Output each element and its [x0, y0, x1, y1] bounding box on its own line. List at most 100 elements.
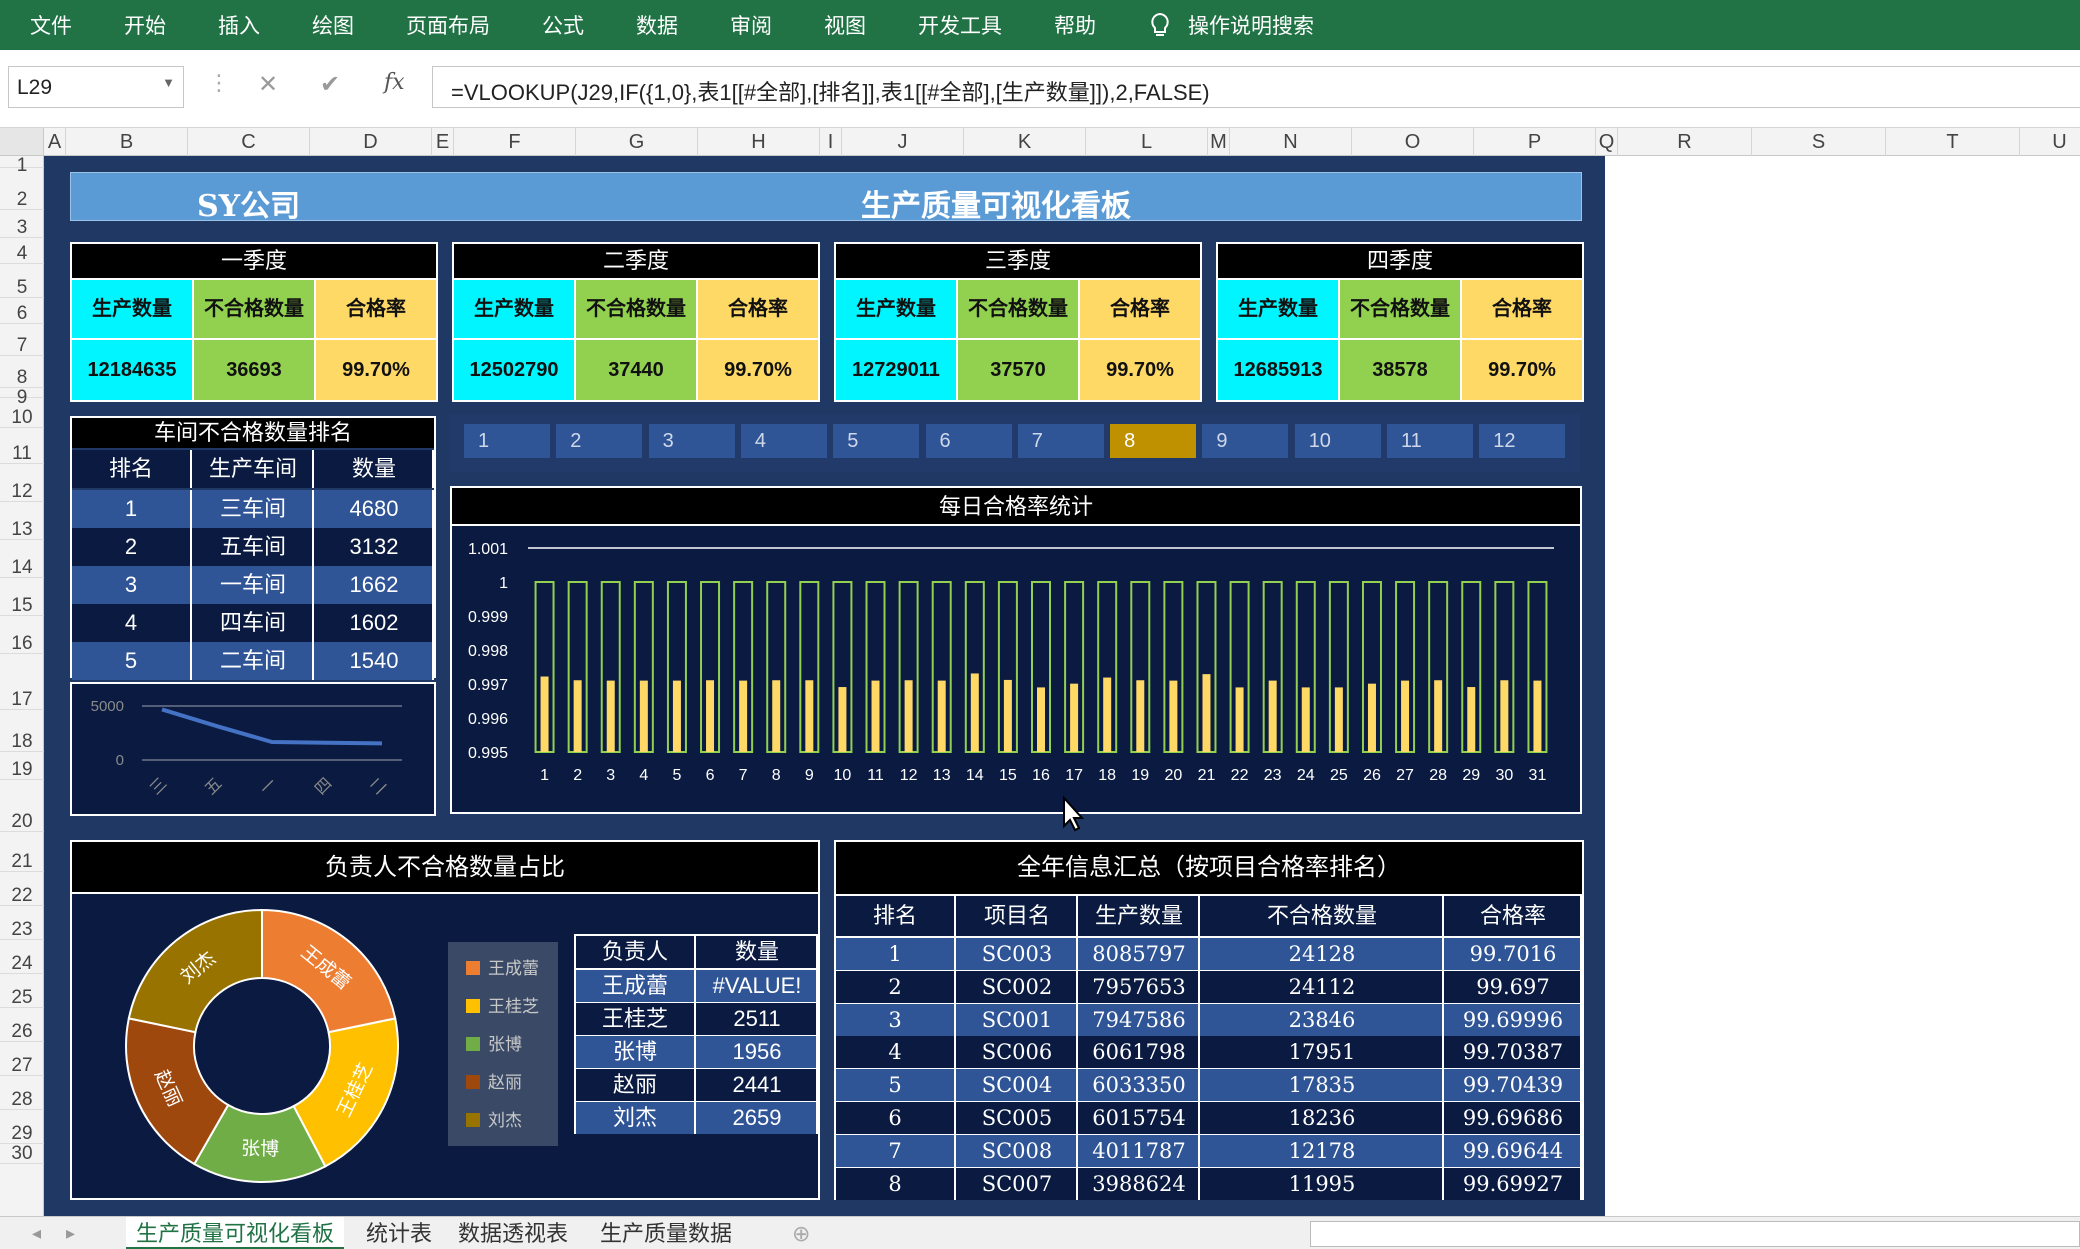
column-header[interactable]: A: [44, 128, 66, 156]
annual-cell: 8085797: [1080, 938, 1200, 970]
row-header[interactable]: 21: [0, 832, 44, 872]
sheet-tab-0[interactable]: 生产质量可视化看板: [126, 1217, 345, 1249]
column-header[interactable]: K: [964, 128, 1086, 156]
row-header[interactable]: 9: [0, 388, 44, 407]
ribbon-tab-7[interactable]: 审阅: [730, 15, 772, 38]
enter-icon[interactable]: ✔: [320, 71, 341, 98]
next-sheet-icon[interactable]: ▸: [66, 1223, 76, 1243]
row-header[interactable]: 10: [0, 398, 44, 428]
column-header[interactable]: E: [432, 128, 454, 156]
annual-title: 全年信息汇总（按项目合格率排名）: [836, 842, 1582, 894]
ribbon-tab-0[interactable]: 文件: [30, 15, 72, 38]
row-header[interactable]: 16: [0, 616, 44, 654]
column-header[interactable]: Q: [1596, 128, 1618, 156]
column-header[interactable]: B: [66, 128, 188, 156]
month-button-5[interactable]: 5: [833, 424, 920, 458]
name-box[interactable]: L29 ▼: [8, 66, 184, 108]
month-button-8[interactable]: 8: [1110, 424, 1197, 458]
add-sheet-icon[interactable]: ⊕: [792, 1221, 811, 1246]
column-header[interactable]: O: [1352, 128, 1474, 156]
row-header[interactable]: 11: [0, 428, 44, 464]
month-button-9[interactable]: 9: [1202, 424, 1289, 458]
ribbon-tab-4[interactable]: 页面布局: [406, 15, 490, 38]
row-header[interactable]: 23: [0, 906, 44, 940]
ribbon-tab-9[interactable]: 开发工具: [918, 15, 1002, 38]
column-header[interactable]: U: [2020, 128, 2080, 156]
row-header[interactable]: 6: [0, 298, 44, 324]
ribbon-tab-3[interactable]: 绘图: [312, 15, 354, 38]
daily-rate-bar: [1235, 687, 1244, 752]
column-header[interactable]: N: [1230, 128, 1352, 156]
month-button-1[interactable]: 1: [464, 424, 550, 458]
row-header[interactable]: 22: [0, 872, 44, 906]
row-header[interactable]: 19: [0, 752, 44, 780]
row-header[interactable]: 12: [0, 464, 44, 502]
month-button-11[interactable]: 11: [1387, 424, 1473, 458]
quarter-title: 四季度: [1218, 244, 1582, 278]
row-header[interactable]: 18: [0, 710, 44, 752]
ranking-cell: 4: [72, 604, 192, 642]
row-header[interactable]: 1: [0, 156, 44, 175]
chevron-down-icon[interactable]: ▼: [162, 75, 175, 90]
prev-sheet-icon[interactable]: ◂: [32, 1223, 42, 1243]
row-header[interactable]: 2: [0, 168, 44, 210]
row-header[interactable]: 17: [0, 654, 44, 710]
ribbon-tab-1[interactable]: 开始: [124, 15, 166, 38]
annual-header-cell: 排名: [836, 896, 956, 936]
row-header[interactable]: 28: [0, 1076, 44, 1110]
select-all-corner[interactable]: [0, 128, 44, 156]
row-header[interactable]: 15: [0, 578, 44, 616]
ribbon-tab-10[interactable]: 帮助: [1054, 15, 1096, 38]
row-header[interactable]: 27: [0, 1042, 44, 1076]
tell-me-search[interactable]: 操作说明搜索: [1188, 15, 1314, 38]
month-button-4[interactable]: 4: [740, 424, 827, 458]
month-button-2[interactable]: 2: [556, 424, 643, 458]
sheet-tab-2[interactable]: 数据透视表: [458, 1221, 569, 1246]
row-header[interactable]: 29: [0, 1110, 44, 1144]
row-header[interactable]: 8: [0, 356, 44, 388]
column-header[interactable]: G: [576, 128, 698, 156]
ribbon-tab-6[interactable]: 数据: [636, 15, 678, 38]
month-button-6[interactable]: 6: [925, 424, 1012, 458]
row-header[interactable]: 30: [0, 1144, 44, 1164]
empty-cells[interactable]: [1605, 156, 2080, 1216]
column-header[interactable]: T: [1886, 128, 2020, 156]
row-header[interactable]: 24: [0, 940, 44, 974]
column-header[interactable]: H: [698, 128, 820, 156]
column-header[interactable]: S: [1752, 128, 1886, 156]
cancel-icon[interactable]: ✕: [258, 71, 279, 98]
ribbon-tab-2[interactable]: 插入: [218, 15, 260, 38]
row-header[interactable]: 20: [0, 780, 44, 832]
row-header[interactable]: 14: [0, 540, 44, 578]
daily-x-label: 11: [867, 767, 884, 784]
column-header[interactable]: P: [1474, 128, 1596, 156]
ribbon-tab-8[interactable]: 视图: [824, 15, 866, 38]
column-header[interactable]: F: [454, 128, 576, 156]
owner-cell: 王桂芝: [576, 1003, 696, 1035]
row-header[interactable]: 13: [0, 502, 44, 540]
sheet-tab-1[interactable]: 统计表: [366, 1221, 433, 1246]
insert-function-icon[interactable]: fx: [384, 70, 405, 95]
month-button-7[interactable]: 7: [1017, 424, 1104, 458]
column-header[interactable]: D: [310, 128, 432, 156]
row-header[interactable]: 3: [0, 210, 44, 238]
column-header[interactable]: C: [188, 128, 310, 156]
annual-cell: 99.69927: [1446, 1167, 1582, 1200]
column-header[interactable]: L: [1086, 128, 1208, 156]
row-header[interactable]: 25: [0, 974, 44, 1008]
formula-input[interactable]: =VLOOKUP(J29,IF({1,0},表1[[#全部],[排名]],表1[…: [432, 66, 2080, 108]
month-button-3[interactable]: 3: [648, 424, 735, 458]
ribbon-tab-5[interactable]: 公式: [542, 15, 584, 38]
sheet-tab-3[interactable]: 生产质量数据: [600, 1221, 733, 1246]
month-button-10[interactable]: 10: [1294, 424, 1381, 458]
column-header[interactable]: R: [1618, 128, 1752, 156]
row-header[interactable]: 5: [0, 264, 44, 298]
column-header[interactable]: J: [842, 128, 964, 156]
row-header[interactable]: 26: [0, 1008, 44, 1042]
horizontal-scrollbar[interactable]: [1310, 1221, 2080, 1247]
month-button-12[interactable]: 12: [1479, 424, 1566, 458]
row-header[interactable]: 4: [0, 238, 44, 264]
row-header[interactable]: 7: [0, 324, 44, 356]
column-header[interactable]: M: [1208, 128, 1230, 156]
column-header[interactable]: I: [820, 128, 842, 156]
